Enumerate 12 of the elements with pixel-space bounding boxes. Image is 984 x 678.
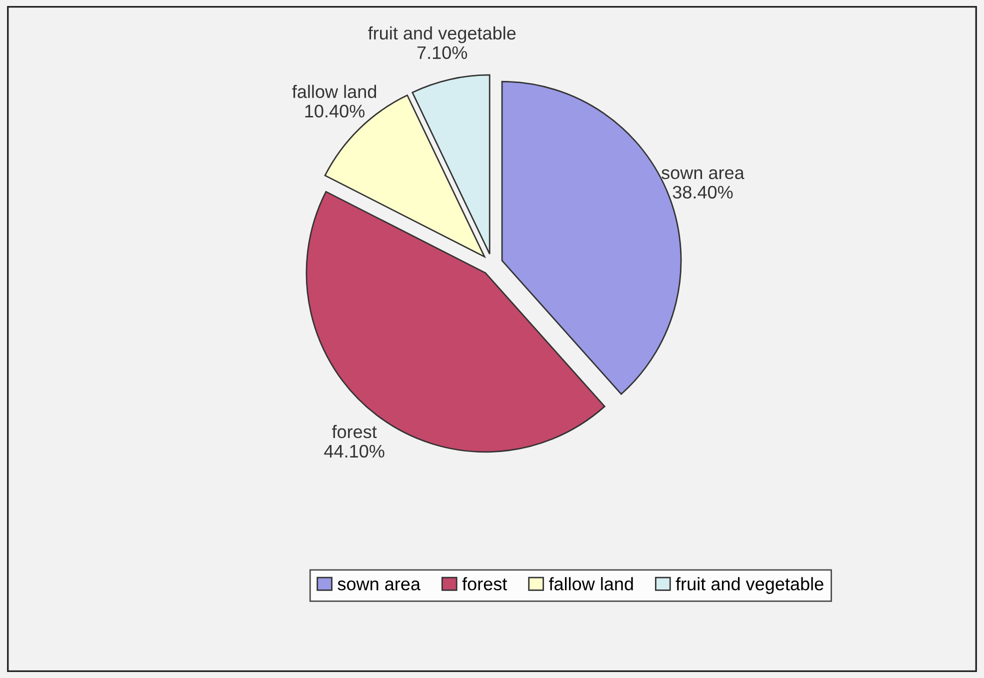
data-label: 44.10% [324, 444, 384, 458]
slice-label: forest [332, 424, 377, 438]
data-label: 10.40% [305, 104, 365, 118]
legend-label: fruit and vegetable [676, 577, 824, 594]
data-label: 38.40% [672, 186, 733, 199]
slice-label: fruit and vegetable [368, 26, 516, 44]
legend-label: forest [462, 577, 508, 590]
legend-label: fallow land [548, 577, 633, 590]
slice-label: fallow land [292, 84, 376, 98]
data-label: 7.10% [417, 46, 468, 60]
legend-label: sown area [338, 580, 421, 590]
slice-label: sown area [662, 169, 744, 180]
